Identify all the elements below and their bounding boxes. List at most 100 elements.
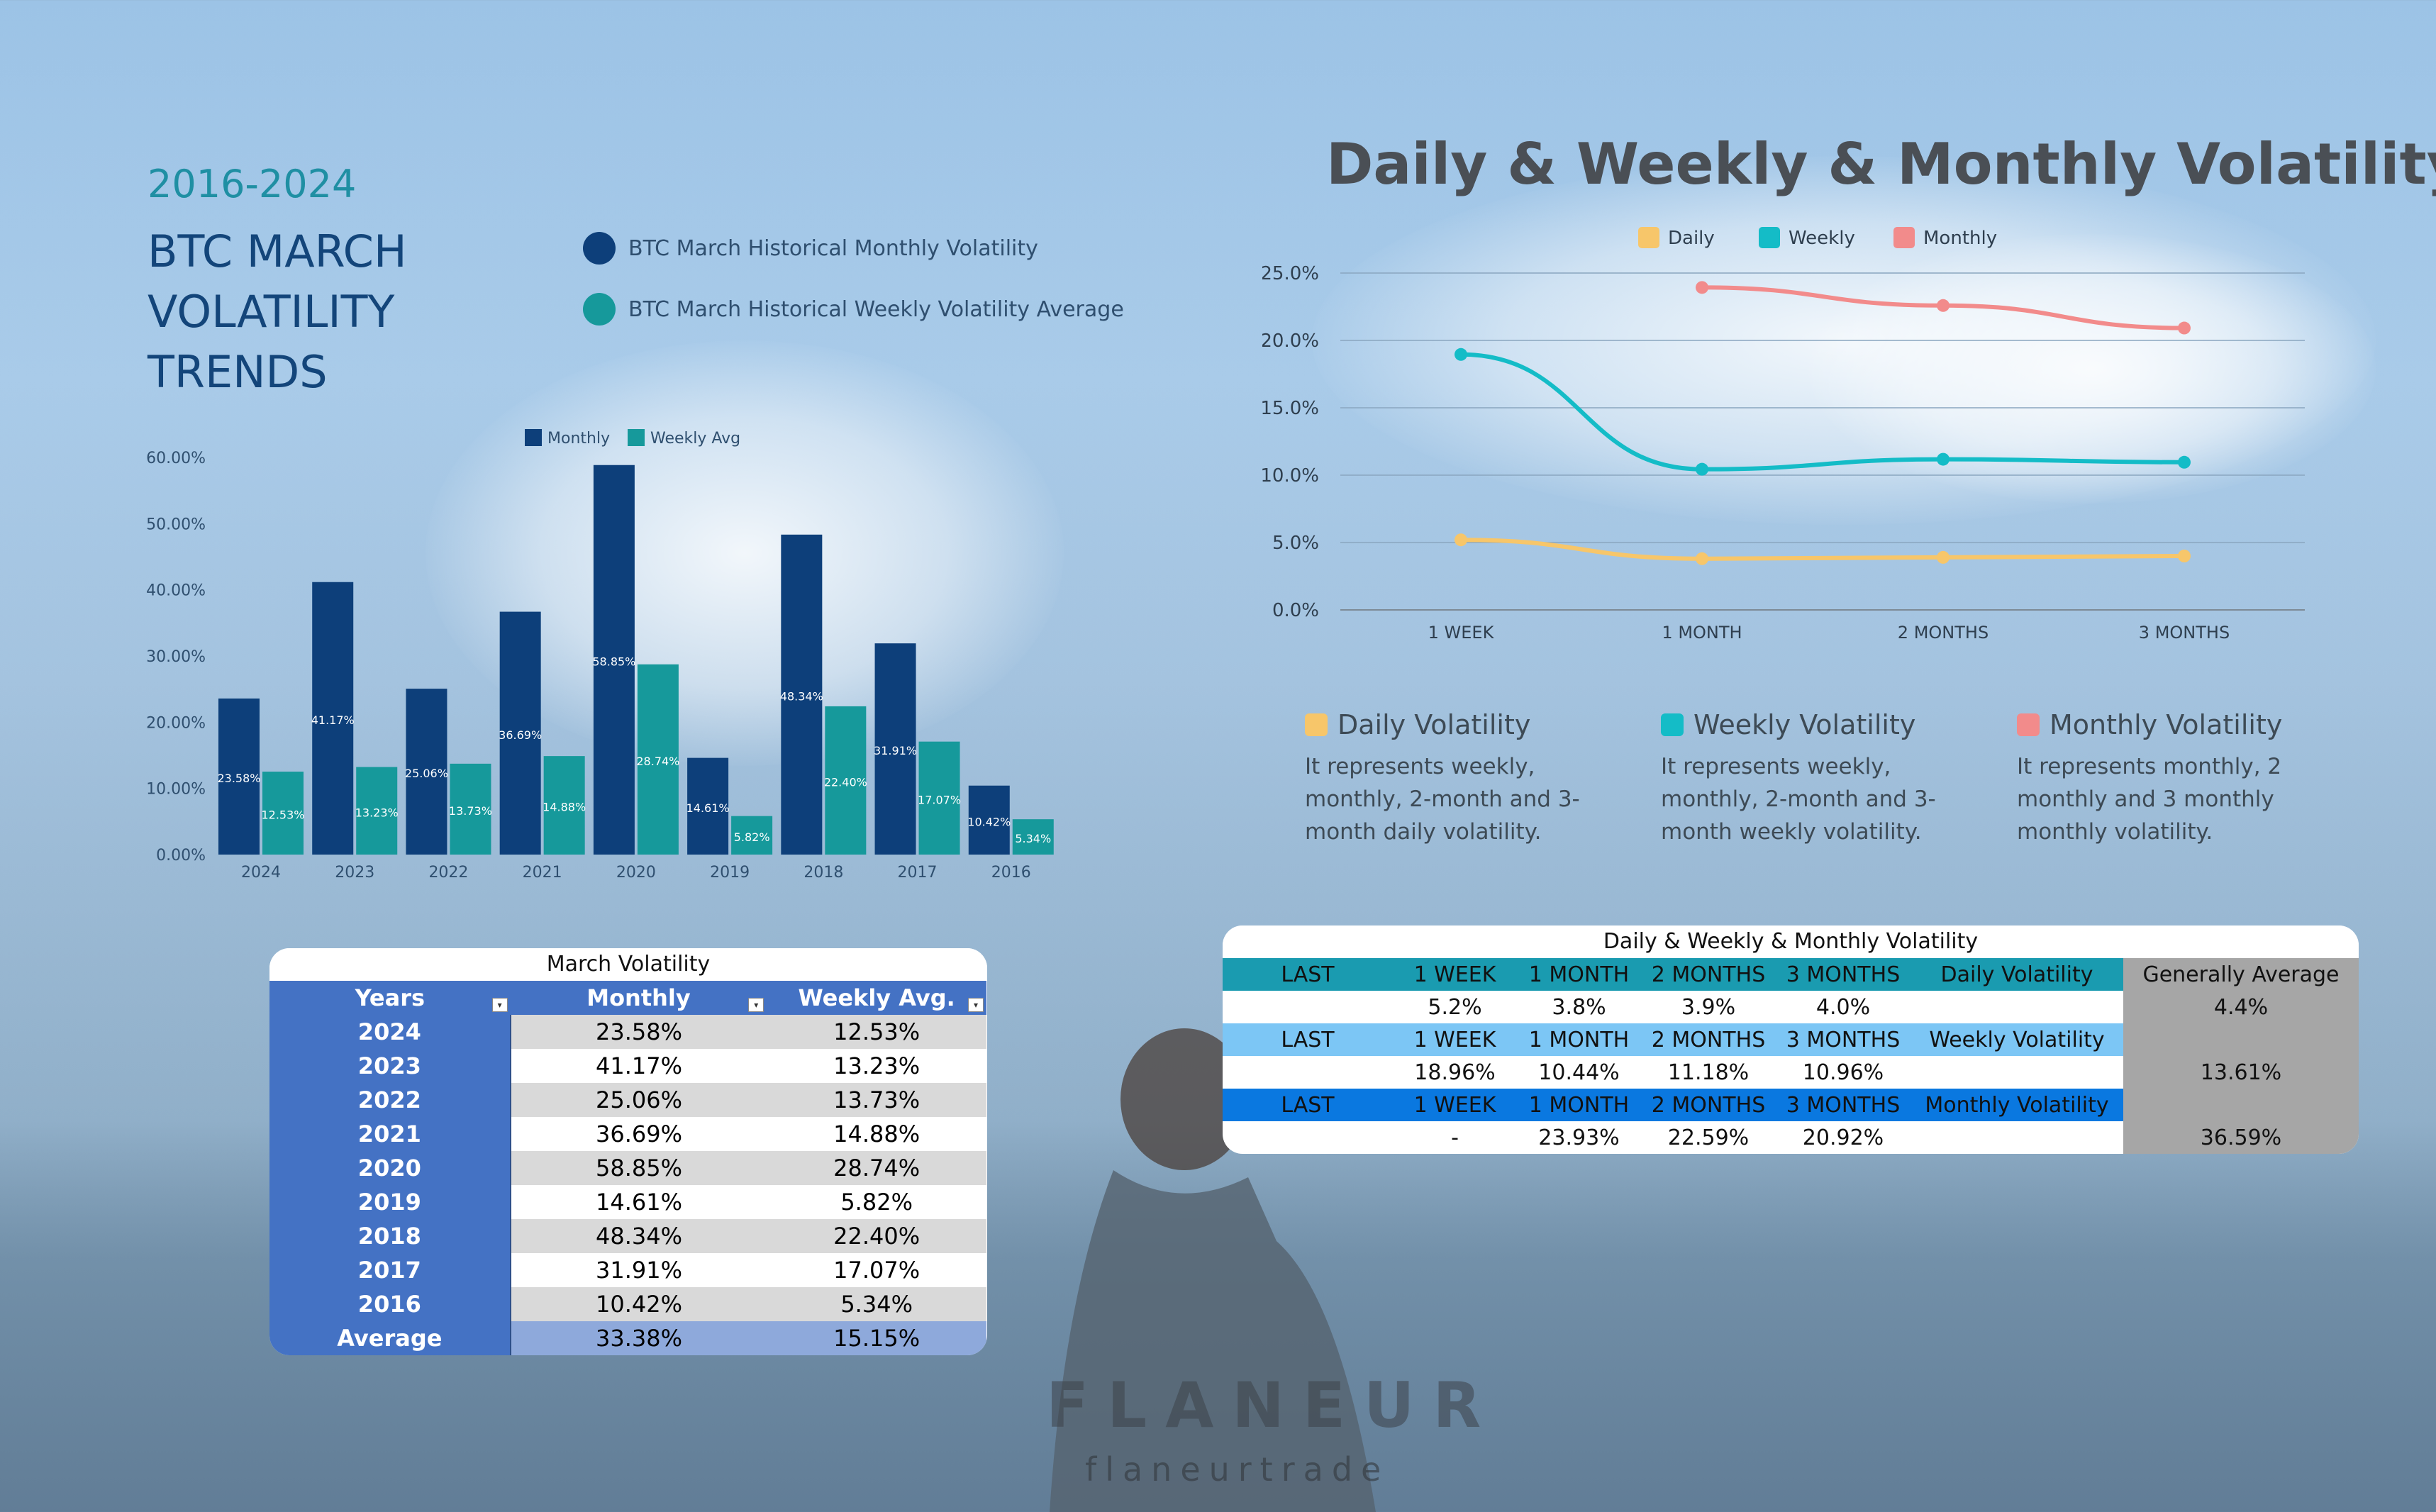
person-silhouette xyxy=(1050,1028,1376,1512)
description-title: Daily Volatility xyxy=(1337,709,1531,740)
y-tick-label: 0.0% xyxy=(1272,600,1319,621)
y-tick-label: 10.0% xyxy=(1262,465,1319,487)
bar-weekly xyxy=(918,741,960,855)
x-tick-label: 2024 xyxy=(241,864,281,882)
cell: 1 MONTH xyxy=(1517,1023,1641,1056)
cell: 10.44% xyxy=(1538,1060,1620,1085)
cell xyxy=(1223,1056,1393,1089)
x-tick-label: 2 MONTHS xyxy=(1898,623,1989,643)
weekly-cell: 17.07% xyxy=(767,1253,986,1287)
year-cell: 2022 xyxy=(269,1083,511,1117)
monthly-cell: 14.61% xyxy=(510,1185,767,1219)
weekly-cell: 13.73% xyxy=(767,1083,986,1117)
x-tick-label: 2023 xyxy=(335,864,374,882)
x-tick-label: 2022 xyxy=(428,864,468,882)
series-line-daily xyxy=(1460,538,2185,561)
cell: LAST xyxy=(1223,958,1393,991)
y-tick-label: 25.0% xyxy=(1262,263,1319,284)
bar-weekly xyxy=(356,767,398,855)
header-monthly[interactable]: Monthly ▾ xyxy=(510,981,767,1015)
legend-label: BTC March Historical Weekly Volatility A… xyxy=(628,296,1124,322)
cell: LAST xyxy=(1223,1023,1393,1056)
year-cell: 2024 xyxy=(269,1015,511,1049)
x-tick-label: 2017 xyxy=(898,864,938,882)
data-point-daily xyxy=(2178,550,2191,562)
weekly-cell: 5.34% xyxy=(767,1287,986,1321)
filter-dropdown-icon[interactable]: ▾ xyxy=(968,998,984,1012)
y-tick-label: 40.00% xyxy=(146,582,206,600)
description-text: It represents weekly, monthly, 2-month a… xyxy=(1661,754,1936,845)
cell: 2 MONTHS xyxy=(1641,1089,1776,1121)
legend-item-monthly: BTC March Historical Monthly Volatility xyxy=(583,232,1038,265)
filter-dropdown-icon[interactable]: ▾ xyxy=(491,998,508,1012)
description-title: Weekly Volatility xyxy=(1693,709,1916,740)
legend-swatch xyxy=(525,429,542,446)
header-weekly-avg[interactable]: Weekly Avg. ▾ xyxy=(767,981,986,1015)
bar-data-label: 22.40% xyxy=(824,775,867,789)
monthly-cell: 31.91% xyxy=(510,1253,767,1287)
header-years[interactable]: Years ▾ xyxy=(269,981,511,1015)
y-tick-label: 30.00% xyxy=(146,648,206,666)
monthly-cell: 36.69% xyxy=(510,1117,767,1151)
bar-data-label: 31.91% xyxy=(874,744,917,757)
data-point-daily xyxy=(1455,533,1467,547)
bar-weekly xyxy=(825,706,867,855)
cell: 4.4% xyxy=(2123,991,2359,1023)
x-tick-label: 2020 xyxy=(616,864,656,882)
data-point-monthly xyxy=(1937,299,1950,312)
description-text: It represents weekly, monthly, 2-month a… xyxy=(1305,754,1580,845)
bar-data-label: 23.58% xyxy=(217,772,260,785)
table-row: LAST 1 WEEK 1 MONTH 2 MONTHS 3 MONTHS Monthly… xyxy=(1223,1089,2359,1121)
x-tick-label: 3 MONTHS xyxy=(2139,623,2230,643)
cell xyxy=(1911,1121,2123,1154)
table-row: 2022 25.06% 13.73% xyxy=(269,1083,986,1117)
data-point-weekly xyxy=(1455,348,1467,361)
weekly-cell: 5.82% xyxy=(767,1185,986,1219)
cell: Generally Average xyxy=(2123,958,2359,991)
cell xyxy=(1911,1056,2123,1089)
daily-swatch xyxy=(1305,713,1328,736)
table-row: 2019 14.61% 5.82% xyxy=(269,1185,986,1219)
data-point-weekly xyxy=(1696,462,1708,476)
cell: 3 MONTHS xyxy=(1776,1089,1911,1121)
table-row: 2016 10.42% 5.34% xyxy=(269,1287,986,1321)
data-point-weekly xyxy=(1937,452,1950,466)
table-row: LAST 1 WEEK 1 MONTH 2 MONTHS 3 MONTHS Daily V… xyxy=(1223,958,2359,991)
weekly-cell: 12.53% xyxy=(767,1015,986,1049)
table-row: 2023 41.17% 13.23% xyxy=(269,1049,986,1083)
table-row: - 23.93% 22.59% 20.92% 36.59% xyxy=(1223,1121,2359,1154)
legend-swatch xyxy=(1638,227,1659,248)
year-cell: 2023 xyxy=(269,1049,511,1083)
bar-data-label: 14.61% xyxy=(686,801,730,815)
average-monthly: 33.38% xyxy=(510,1321,767,1355)
table-row: 2018 48.34% 22.40% xyxy=(269,1219,986,1253)
legend-label: Weekly Avg xyxy=(650,430,740,448)
monthly-cell: 23.58% xyxy=(510,1015,767,1049)
x-tick-label: 2016 xyxy=(991,864,1031,882)
y-tick-label: 50.00% xyxy=(146,516,206,533)
y-tick-label: 60.00% xyxy=(146,450,206,467)
filter-dropdown-icon[interactable]: ▾ xyxy=(748,998,764,1012)
cell: 22.59% xyxy=(1667,1125,1750,1150)
bar-monthly xyxy=(874,643,916,855)
legend-label: BTC March Historical Monthly Volatility xyxy=(628,235,1038,261)
y-tick-label: 20.00% xyxy=(146,714,206,732)
bar-weekly xyxy=(262,772,304,855)
monthly-cell: 58.85% xyxy=(510,1151,767,1185)
bar-data-label: 5.34% xyxy=(1015,832,1051,845)
legend-swatch xyxy=(628,429,645,446)
average-row: Average 33.38% 15.15% xyxy=(269,1321,986,1355)
table-row: 2024 23.58% 12.53% xyxy=(269,1015,986,1049)
bar-data-label: 36.69% xyxy=(499,728,542,742)
cell: Daily Volatility xyxy=(1911,958,2123,991)
table-row: 2020 58.85% 28.74% xyxy=(269,1151,986,1185)
table-row: 2017 31.91% 17.07% xyxy=(269,1253,986,1287)
weekly-cell: 22.40% xyxy=(767,1219,986,1253)
cell: 1 WEEK xyxy=(1393,1089,1517,1121)
bar-monthly xyxy=(406,689,447,855)
weekly-cell: 28.74% xyxy=(767,1151,986,1185)
cell: 2 MONTHS xyxy=(1641,958,1776,991)
cell: Weekly Volatility xyxy=(1911,1023,2123,1056)
bar-chart: 0.00% 10.00% 20.00% 30.00% 40.00% 50.00% 60.00… xyxy=(146,429,1054,882)
bar-monthly xyxy=(781,534,823,855)
